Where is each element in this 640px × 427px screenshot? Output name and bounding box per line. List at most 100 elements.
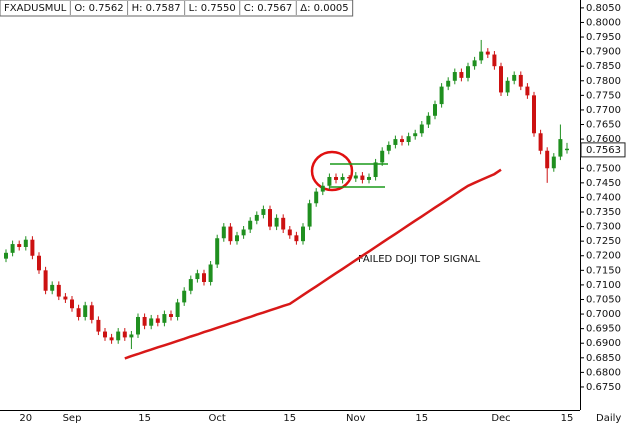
y-tick-label: 0.7100 [586,280,621,291]
candle-body [235,235,239,242]
candle-body [241,229,246,236]
x-tick-label: Sep [63,413,82,424]
candle-body [538,133,543,151]
candle-body [406,136,411,143]
candle-body [301,226,305,242]
candle-body [499,66,503,93]
candle-body [446,80,451,87]
candle-body [307,203,312,227]
candle-body [89,305,94,320]
candle-body [208,264,213,282]
candle-body [281,217,286,230]
header-item: L: 0.7550 [189,3,236,14]
header: FXADUSMUL O: 0.7562 H: 0.7587 L: 0.7550 C: 0… [0,0,354,17]
candle-body [70,299,74,309]
candle-body [30,239,35,256]
y-tick-label: 0.7000 [586,309,621,320]
y-tick-label: 0.6950 [586,324,621,335]
candle-body [63,296,68,300]
candle-body [558,139,563,157]
moving-average [124,168,502,360]
header-item: FXADUSMUL [4,3,67,14]
candle-body [274,217,279,227]
candle-body [103,331,107,338]
candle-body [485,51,490,55]
x-tick-label: 15 [415,413,428,424]
y-tick-label: 0.7900 [586,47,621,58]
candle-body [96,319,101,332]
y-tick-label: 0.7350 [586,207,621,218]
candle-body [175,302,180,317]
y-tick-label: 0.7850 [586,61,621,72]
candle-body [43,270,48,291]
candle-body [221,226,226,239]
candle-body [525,86,530,96]
candle-body [518,74,523,87]
y-tick-label: 0.7250 [586,236,621,247]
candle-body [413,133,418,137]
candle-body [367,177,371,180]
candle-body [122,331,127,338]
candle-body [268,209,272,227]
y-tick-label: 0.6850 [586,353,621,364]
candle-body [320,185,325,192]
x-tick-label: 15 [561,413,574,424]
candle-body [10,244,15,253]
candle-body [545,150,550,169]
candle-body [149,318,154,326]
candle-body [565,148,569,151]
y-tick-label: 0.7950 [586,32,621,43]
y-tick-label: 0.7650 [586,120,621,131]
y-tick-label: 0.6750 [586,382,621,393]
candle-body [129,334,134,338]
x-tick-label: Dec [491,413,510,424]
candle-body [340,177,345,180]
last-price-label: 0.7563 [586,145,621,156]
candle-body [155,318,160,323]
annotation-circle [310,150,354,192]
candle-body [202,273,206,282]
candle-body [452,72,457,81]
y-tick-label: 0.8050 [586,3,621,14]
candle-body [4,252,8,259]
candle-body [254,214,259,221]
candle-body [261,209,266,215]
candle-body [426,115,431,125]
candle-body [17,244,22,247]
last-price-box [580,142,626,158]
candle-body [142,316,147,326]
candle-body [551,156,556,169]
candle-body [360,175,365,180]
y-tick-label: 0.7800 [586,76,621,87]
x-tick-label: 20 [19,413,32,424]
header-item: O: 0.7562 [74,3,123,14]
header-item: C: 0.7567 [244,3,293,14]
candle-body [466,66,470,78]
candle-body [512,74,517,81]
y-tick-label: 0.7300 [586,222,621,233]
y-tick-label: 0.7750 [586,90,621,101]
x-tick-label: Nov [346,413,366,424]
candle-body [459,72,464,78]
candle-body [433,104,437,116]
x-tick-label: 15 [138,413,151,424]
candle-body [400,139,404,143]
candle-body [380,150,385,163]
y-tick-label: 0.6900 [586,338,621,349]
candle-body [215,238,220,265]
y-tick-label: 0.7050 [586,294,621,305]
candle-body [109,337,114,341]
candle-body [287,229,292,236]
candle-body [248,220,253,230]
candle-body [492,54,497,67]
candle-body [386,144,391,151]
y-tick-label: 0.7400 [586,192,621,203]
candle-body [393,139,398,145]
candle-body [353,175,358,179]
candle-body [532,95,536,134]
candle-body [136,316,140,335]
candle-body [162,314,167,323]
candle-body [76,308,81,317]
